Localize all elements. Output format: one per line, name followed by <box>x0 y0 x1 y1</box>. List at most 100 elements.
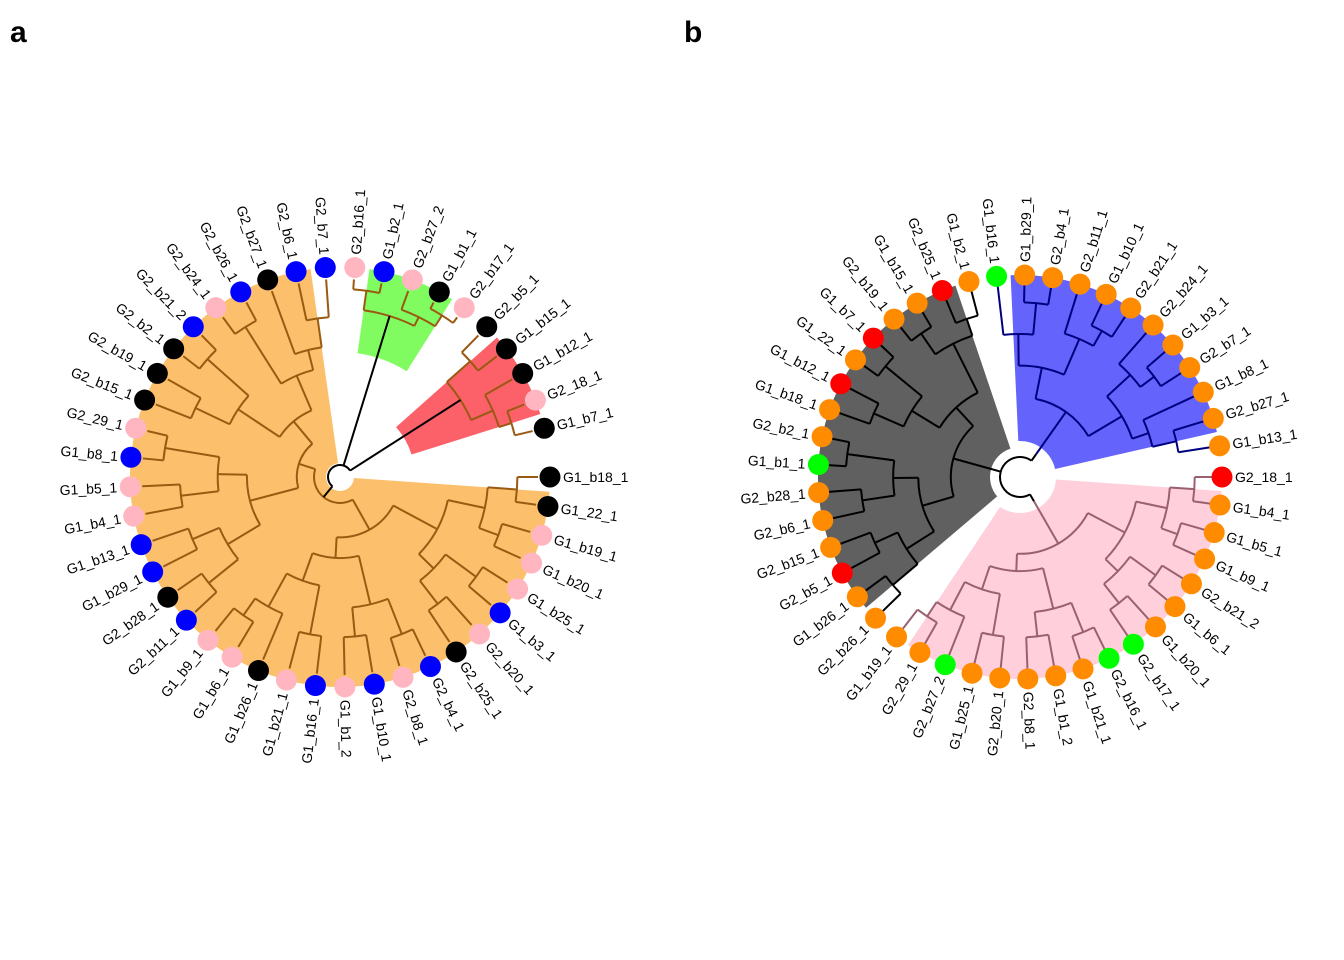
branch <box>418 499 449 555</box>
branch <box>839 531 871 545</box>
tip-point-g1-b15-1 <box>906 292 928 314</box>
branch <box>249 487 299 502</box>
tip-label-g2-b28-1: G2_b28_1 <box>740 486 807 507</box>
tip-point-g1-b7-1 <box>533 417 555 439</box>
tip-point-g1-b15-1 <box>495 338 517 360</box>
tip-label-g2-29-1: G2_29_1 <box>878 660 921 718</box>
tip-label-g1-b29-1: G1_b29_1 <box>79 571 145 615</box>
branch <box>194 591 218 613</box>
tip-label-g2-b27-2: G2_b27_2 <box>909 674 948 741</box>
tip-label-g1-b2-1: G1_b2_1 <box>379 201 407 261</box>
branch <box>477 355 498 372</box>
branch <box>1042 567 1055 609</box>
branch <box>1160 372 1182 388</box>
tip-point-g1-b19-1 <box>886 626 908 648</box>
branch <box>1118 363 1142 388</box>
tip-label-g2-18-1: G2_18_1 <box>1235 469 1293 485</box>
branch <box>446 360 471 383</box>
branch <box>906 530 935 550</box>
clade-highlights <box>818 275 1222 679</box>
branch <box>1169 486 1195 491</box>
tip-point-g2-18-1 <box>1211 466 1233 488</box>
tip-point-g1-b19-1 <box>531 524 553 546</box>
tip-point-g2-b27-1 <box>257 269 279 291</box>
tip-label-g1-b18-1: G1_b18_1 <box>753 376 820 413</box>
panel-b-tree: G2_18_1G1_b4_1G1_b5_1G1_b9_1G2_b21_2G1_b… <box>740 196 1299 757</box>
tip-label-g1-b9-1: G1_b9_1 <box>157 645 206 700</box>
branch <box>294 346 322 356</box>
branch <box>973 632 983 664</box>
branch <box>244 326 283 385</box>
tip-point-g2-b25-1 <box>931 280 953 302</box>
tip-label-g1-b10-1: G1_b10_1 <box>369 696 396 763</box>
tip-label-g2-29-1: G2_29_1 <box>65 404 125 433</box>
branch <box>869 532 881 554</box>
tip-point-g2-b16-1 <box>1098 647 1120 669</box>
tip-label-g2-b16-1: G2_b16_1 <box>1108 666 1151 732</box>
branch <box>945 299 957 324</box>
branch <box>1064 332 1094 347</box>
tip-label-g2-18-1: G2_18_1 <box>545 367 605 403</box>
branch <box>949 581 966 611</box>
branch <box>1147 583 1168 601</box>
tip-point-g1-b20-1 <box>1144 616 1166 638</box>
branch <box>468 585 492 606</box>
branch <box>237 621 255 648</box>
branch <box>1104 558 1119 572</box>
tip-label-g1-b1-2: G1_b1_2 <box>337 700 354 758</box>
tip-point-g1-b4-1 <box>123 505 145 527</box>
branch <box>292 420 314 445</box>
branch <box>427 609 451 643</box>
tip-point-g2-b20-1 <box>469 623 491 645</box>
branch <box>352 279 355 290</box>
tip-label-g1-b2-1: G1_b2_1 <box>943 211 973 271</box>
branch <box>418 553 435 570</box>
tip-label-g2-b27-1: G2_b27_1 <box>1223 388 1290 422</box>
branch <box>996 286 1005 336</box>
tip-point-g1-b10-1 <box>363 673 385 695</box>
branch <box>493 523 504 547</box>
tip-point-g2-b27-1 <box>1202 407 1224 429</box>
tip-point-g2-29-1 <box>125 417 147 439</box>
tip-point-g1-b2-1 <box>373 261 395 283</box>
tip-label-g1-b7-1: G1_b7_1 <box>555 404 615 433</box>
branch <box>162 548 198 568</box>
branch <box>342 637 346 675</box>
tip-point-g1-b4-1 <box>1209 494 1231 516</box>
branch <box>921 311 933 328</box>
tip-label-g2-b4-1: G2_b4_1 <box>1047 206 1072 266</box>
tip-label-g2-b27-2: G2_b27_2 <box>409 203 447 270</box>
branch <box>206 358 250 397</box>
tip-point-g1-b29-1 <box>1014 264 1036 286</box>
branch <box>868 402 880 425</box>
branch <box>452 316 458 324</box>
branch <box>419 553 447 582</box>
branch <box>1118 331 1148 365</box>
branch <box>470 409 494 421</box>
tip-label-g2-b5-1: G2_b5_1 <box>490 271 542 324</box>
branch <box>924 622 938 645</box>
tip-label-g2-b2-1: G2_b2_1 <box>751 415 811 442</box>
branch <box>237 408 281 438</box>
branch <box>1087 415 1123 438</box>
tip-label-g2-b25-1: G2_b25_1 <box>457 658 507 722</box>
branch <box>1063 293 1078 334</box>
branch <box>1087 512 1126 534</box>
branch <box>850 551 881 570</box>
branch <box>411 628 427 657</box>
branch <box>227 523 261 546</box>
tip-label-g1-b8-1: G1_b8_1 <box>60 443 119 464</box>
branch <box>298 462 316 471</box>
branch <box>1047 287 1053 305</box>
branch <box>347 315 391 449</box>
branch <box>1139 375 1155 388</box>
tip-point-g1-b9-1 <box>197 629 219 651</box>
branch <box>892 563 919 586</box>
branch <box>1161 564 1184 580</box>
root-arc <box>999 456 1033 498</box>
tip-label-g2-b19-1: G2_b19_1 <box>85 328 150 374</box>
tip-point-g2-b21-2 <box>1180 573 1202 595</box>
tip-point-g2-b21-1 <box>1120 297 1142 319</box>
branch <box>200 334 217 351</box>
branch <box>444 553 477 578</box>
